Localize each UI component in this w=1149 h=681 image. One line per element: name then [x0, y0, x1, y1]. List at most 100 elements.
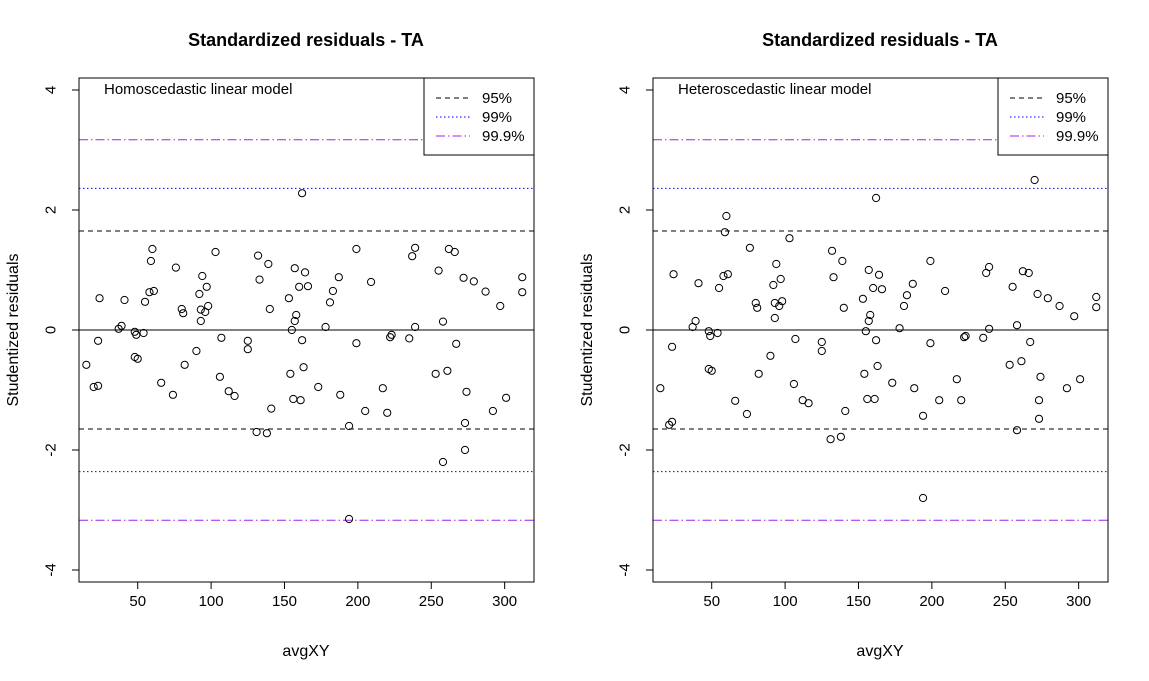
data-point	[265, 304, 274, 314]
data-point	[1076, 375, 1085, 384]
data-point	[656, 384, 665, 393]
data-point	[336, 390, 345, 399]
data-point	[255, 275, 264, 284]
data-point	[1034, 396, 1044, 405]
data-point	[1034, 414, 1044, 423]
x-tick-label: 300	[1066, 593, 1091, 610]
legend-label: 99.9%	[1056, 128, 1099, 145]
data-point	[864, 316, 873, 326]
data-point	[873, 361, 882, 371]
legend-label: 99%	[482, 109, 512, 126]
data-point	[1062, 384, 1072, 393]
data-point	[908, 279, 917, 288]
x-tick-label: 300	[492, 593, 517, 610]
data-point	[979, 333, 988, 342]
data-point	[146, 256, 156, 266]
x-tick-label: 50	[129, 593, 146, 610]
data-point	[253, 251, 263, 260]
legend: 95% 99% 99.9%	[997, 77, 1109, 156]
data-point	[1005, 360, 1014, 369]
y-tick-label: 2	[43, 206, 60, 214]
data-point	[344, 514, 354, 524]
data-point	[791, 334, 800, 344]
data-point	[719, 271, 728, 281]
data-point	[481, 287, 490, 296]
data-point	[841, 406, 850, 416]
data-point	[502, 393, 511, 402]
data-point	[383, 408, 392, 417]
data-point	[299, 363, 308, 372]
x-tick-label: 100	[773, 593, 798, 610]
data-point	[754, 369, 763, 378]
data-point	[195, 289, 204, 299]
data-point	[352, 339, 361, 348]
chart-panel-homoscedastic: Standardized residuals - TA 50 100 150 200 2…	[5, 30, 535, 660]
data-point	[321, 322, 330, 332]
x-axis: 50 100 150 200 250 300	[703, 581, 1091, 610]
data-point	[985, 262, 994, 272]
data-point	[817, 346, 826, 356]
data-point	[459, 273, 468, 282]
data-point	[769, 280, 778, 290]
data-point	[411, 322, 420, 332]
data-point	[284, 294, 293, 303]
data-point	[286, 369, 295, 378]
data-point	[926, 256, 935, 266]
data-point	[132, 330, 141, 339]
data-point	[691, 316, 700, 326]
data-point	[211, 247, 220, 257]
data-point	[352, 244, 361, 254]
data-point	[496, 301, 505, 311]
data-point	[157, 378, 166, 387]
y-tick-label: -2	[43, 443, 60, 456]
y-tick-label: -2	[617, 443, 634, 456]
y-tick-label: 0	[43, 326, 60, 334]
data-point	[252, 427, 261, 437]
data-point	[334, 273, 343, 282]
data-point	[133, 354, 142, 363]
data-point	[292, 310, 301, 320]
data-point	[667, 342, 677, 351]
data-point	[215, 372, 225, 381]
data-point	[665, 420, 674, 429]
x-tick-label: 200	[919, 593, 944, 610]
data-point	[93, 336, 103, 345]
data-point	[518, 273, 527, 282]
data-point	[766, 351, 775, 360]
data-point	[714, 283, 724, 293]
data-point	[378, 384, 387, 393]
data-point	[918, 411, 928, 420]
data-point	[899, 301, 909, 311]
data-point	[296, 396, 305, 405]
data-point	[838, 256, 847, 266]
data-point	[443, 366, 452, 375]
plot-subtitle: Heteroscedastic linear model	[678, 81, 871, 98]
data-point	[171, 263, 180, 272]
data-point	[864, 265, 873, 275]
data-point	[361, 406, 370, 416]
data-point	[839, 303, 848, 312]
data-point	[713, 328, 722, 338]
data-point	[431, 369, 440, 378]
data-point	[95, 294, 104, 303]
data-point	[877, 285, 887, 294]
data-point	[438, 457, 448, 467]
data-point	[243, 345, 252, 354]
legend: 95% 99% 99.9%	[423, 77, 535, 156]
data-point	[192, 346, 201, 356]
data-point	[871, 193, 881, 203]
data-point	[751, 298, 760, 308]
data-point	[869, 283, 878, 293]
data-point	[826, 435, 835, 444]
y-tick-label: 0	[617, 326, 634, 334]
data-point	[858, 294, 867, 303]
data-point	[776, 274, 785, 284]
data-point	[145, 288, 154, 297]
y-axis: -4 -2 0 2 4	[617, 86, 654, 577]
data-point	[785, 234, 794, 243]
data-point	[704, 327, 713, 336]
y-tick-label: -4	[617, 563, 634, 576]
data-point	[460, 445, 470, 455]
data-point	[1070, 312, 1079, 321]
x-tick-label: 150	[272, 593, 297, 610]
